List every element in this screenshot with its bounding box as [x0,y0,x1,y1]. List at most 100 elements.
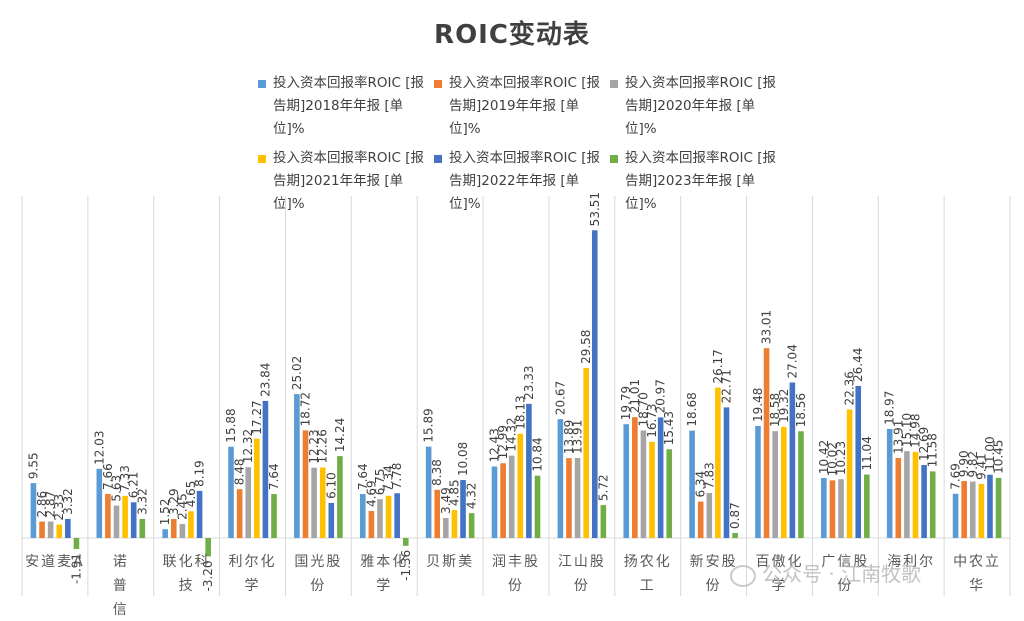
data-label: 15.43 [662,411,676,445]
data-label: 11.00 [983,436,997,470]
bar [657,417,664,538]
data-label: -3.20 [201,560,215,591]
data-label: 7.64 [356,463,370,490]
legend-label: 投入资本回报率ROIC [报告期]2021年年报 [单位]% [273,150,424,212]
data-label: 12.26 [316,429,330,463]
category-label: 诺 [113,554,129,570]
data-label: 15.10 [900,413,914,447]
data-label: 22.71 [720,369,734,403]
data-label: 22.36 [843,371,857,405]
data-label: 19.32 [777,389,791,423]
legend-label: 投入资本回报率ROIC [报告期]2020年年报 [单位]% [625,75,776,137]
bar [39,521,45,538]
bar [566,458,572,538]
bar [30,483,37,538]
bar [337,456,343,538]
category-label: 新安股 [690,554,738,570]
category-label: 份 [706,578,722,594]
bar [526,403,532,538]
data-label: 3.32 [135,488,149,515]
bar [228,446,234,538]
legend-label: 投入资本回报率ROIC [报告期]2022年年报 [单位]% [449,150,600,212]
bar [328,502,335,538]
bar [359,494,366,538]
category-label: 贝斯美 [426,554,474,570]
bar [534,475,541,538]
bar [434,489,441,538]
bar [491,466,498,538]
bar [886,428,893,538]
category-label: 安道麦A [25,554,85,570]
data-label: 19.79 [619,386,633,420]
category-label: 联化科 [163,554,211,570]
bar [65,518,71,538]
bar [188,511,194,538]
bar [517,433,524,538]
data-label: 18.70 [636,392,650,426]
data-label: 10.42 [817,440,831,474]
category-label: 信 [113,602,129,618]
data-label: 12.32 [241,429,255,463]
data-label: 1.52 [158,499,172,526]
data-label: 2.45 [175,493,189,520]
data-label: 14.98 [909,414,923,448]
data-label: 12.03 [92,430,106,464]
bar [640,430,647,538]
data-label: 7.69 [949,463,963,490]
data-label: 20.97 [654,379,668,413]
category-label: 润丰股 [492,554,540,570]
category-label: 百傲化 [755,554,803,570]
wechat-logo-icon [730,564,756,587]
category-label: 学 [376,578,392,594]
data-label: 2.86 [35,491,49,518]
data-label: 18.97 [883,391,897,425]
bar [780,426,787,538]
bar [574,458,581,538]
bar [821,478,827,538]
data-label: 4.85 [447,479,461,506]
bar [952,493,959,538]
bar [468,513,475,538]
bar [377,499,383,538]
bar [425,446,432,538]
data-label: 4.69 [364,480,378,507]
legend-item: 投入资本回报率ROIC [报告期]2020年年报 [单位]% [610,72,786,141]
bar [47,521,54,538]
data-label: 6.34 [694,471,708,498]
bar [394,493,400,538]
bar [864,474,870,538]
category-label: 广信股 [821,554,869,570]
data-label: 18.58 [768,393,782,427]
data-label: 33.01 [760,310,774,344]
bar [921,465,927,538]
bar [591,230,598,538]
category-label: 海利尔 [887,554,935,570]
data-label: 12.43 [488,428,502,462]
bar [895,458,902,538]
bar [56,524,63,538]
data-label: 0.87 [728,502,742,529]
data-label: 13.89 [562,420,576,454]
category-label: 利尔化 [229,554,277,570]
data-label: 7.34 [382,465,396,492]
bar [105,493,111,538]
bar [170,519,177,538]
legend-swatch [258,80,266,88]
data-label: 12.99 [496,425,510,459]
data-label: 10.08 [456,442,470,476]
bar [763,348,770,538]
legend-item: 投入资本回报率ROIC [报告期]2023年年报 [单位]% [610,147,786,216]
data-label: 15.88 [224,408,238,442]
bar [995,477,1002,538]
category-label: 江山股 [558,554,606,570]
legend-item: 投入资本回报率ROIC [报告期]2021年年报 [单位]% [258,147,434,216]
data-label: 6.10 [324,472,338,499]
bar [772,431,778,538]
data-label: 20.67 [553,381,567,415]
data-label: 21.01 [628,379,642,413]
bar [961,481,967,538]
bar [385,495,392,538]
bar [912,451,919,538]
data-label: 3.29 [167,488,181,515]
data-label: 9.41 [974,453,988,480]
